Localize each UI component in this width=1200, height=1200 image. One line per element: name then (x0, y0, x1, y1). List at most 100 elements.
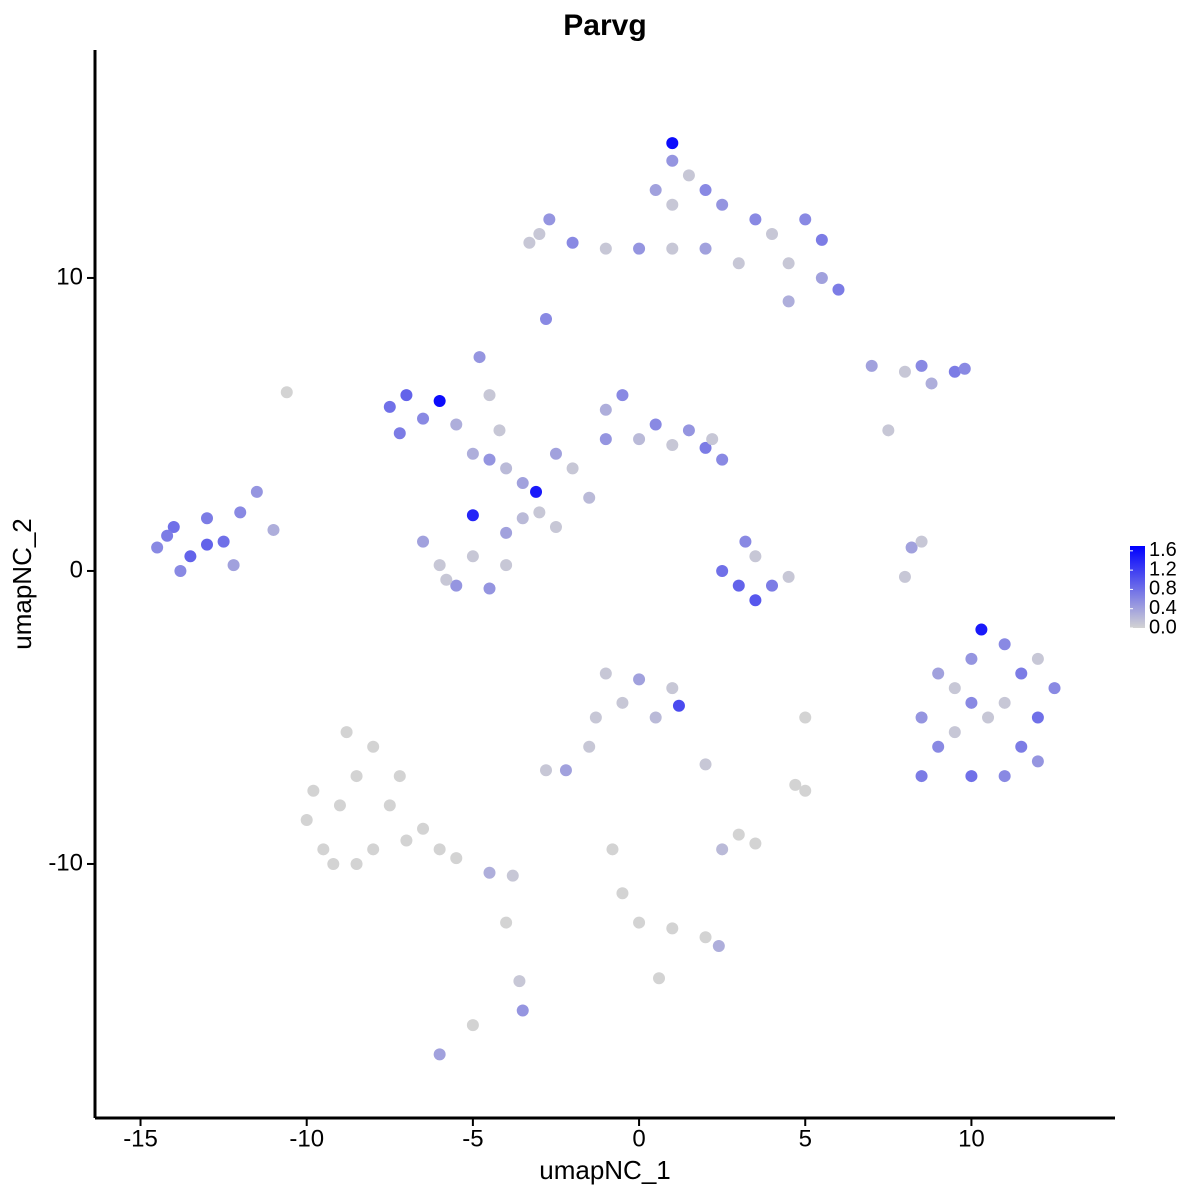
point (672, 699, 685, 712)
point (915, 359, 928, 372)
point (766, 228, 779, 241)
point (706, 433, 719, 446)
point (799, 213, 812, 226)
point (433, 559, 446, 572)
point (699, 931, 712, 944)
point (400, 389, 413, 402)
colorbar-label: 0.8 (1149, 578, 1177, 600)
point (566, 236, 579, 249)
point (948, 726, 961, 739)
point (466, 509, 479, 522)
x-tick-label: -5 (462, 1125, 483, 1152)
point (799, 711, 812, 724)
point (975, 623, 988, 636)
point (483, 389, 496, 402)
point (393, 770, 406, 783)
point (1048, 682, 1061, 695)
point (699, 441, 712, 454)
point (732, 579, 745, 592)
point (948, 682, 961, 695)
point (633, 433, 646, 446)
point (1031, 711, 1044, 724)
point (167, 521, 180, 534)
point (466, 1019, 479, 1032)
point (616, 696, 629, 709)
colorbar-label: 0.0 (1149, 616, 1177, 638)
point (732, 257, 745, 270)
point (832, 283, 845, 296)
point (450, 579, 463, 592)
point (280, 386, 293, 399)
point (782, 257, 795, 270)
point (633, 242, 646, 255)
point (649, 418, 662, 431)
point (616, 887, 629, 900)
point (1015, 667, 1028, 680)
point (998, 696, 1011, 709)
point (466, 550, 479, 563)
point (350, 770, 363, 783)
point (958, 362, 971, 375)
x-tick-label: -10 (289, 1125, 324, 1152)
point (666, 682, 679, 695)
point (905, 541, 918, 554)
point (998, 770, 1011, 783)
point (782, 295, 795, 308)
point (616, 389, 629, 402)
point (732, 828, 745, 841)
point (250, 485, 263, 498)
point (932, 740, 945, 753)
point (649, 711, 662, 724)
point (766, 579, 779, 592)
point (965, 652, 978, 665)
point (566, 462, 579, 475)
point (898, 570, 911, 583)
point (483, 453, 496, 466)
point (716, 198, 729, 211)
x-tick-label: 10 (958, 1125, 985, 1152)
point (393, 427, 406, 440)
point (317, 843, 330, 856)
point (599, 667, 612, 680)
point (433, 1048, 446, 1061)
colorbar-label: 0.4 (1149, 597, 1177, 619)
point (506, 869, 519, 882)
point (267, 523, 280, 536)
point (300, 814, 313, 827)
x-tick-label: 5 (799, 1125, 812, 1152)
point (227, 559, 240, 572)
point (599, 242, 612, 255)
point (174, 564, 187, 577)
chart-title: Parvg (563, 9, 646, 42)
point (789, 778, 802, 791)
point (433, 395, 446, 408)
y-tick-label: 0 (70, 556, 83, 583)
point (583, 491, 596, 504)
colorbar-label: 1.6 (1149, 539, 1177, 561)
point (599, 403, 612, 416)
point (559, 764, 572, 777)
colorbar (1130, 546, 1145, 628)
point (982, 711, 995, 724)
point (234, 506, 247, 519)
point (433, 843, 446, 856)
point (161, 529, 174, 542)
x-axis-label: umapNC_1 (539, 1155, 671, 1185)
point (712, 940, 725, 953)
x-tick-label: -15 (123, 1125, 158, 1152)
point (450, 852, 463, 865)
point (749, 550, 762, 563)
point (633, 916, 646, 929)
point (599, 433, 612, 446)
point (367, 740, 380, 753)
point (327, 857, 340, 870)
point (473, 351, 486, 364)
point (699, 758, 712, 771)
point (865, 359, 878, 372)
point (533, 228, 546, 241)
point (383, 799, 396, 812)
point (666, 198, 679, 211)
y-tick-label: -10 (48, 849, 83, 876)
colorbar-label: 1.2 (1149, 558, 1177, 580)
point (217, 535, 230, 548)
